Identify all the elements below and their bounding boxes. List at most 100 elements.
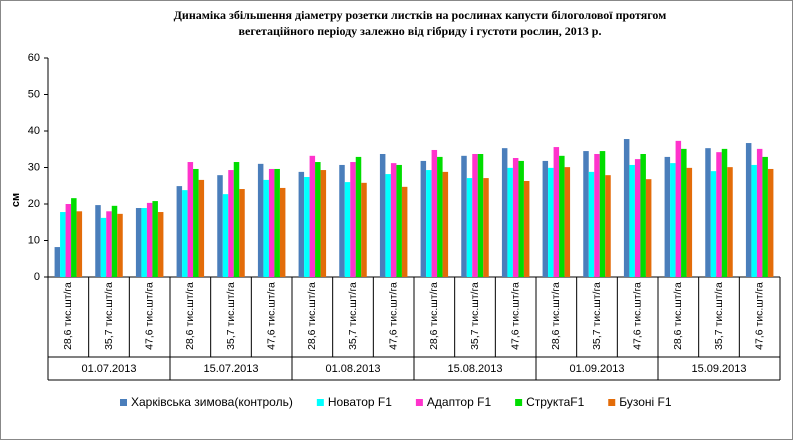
bar — [431, 149, 438, 277]
bar — [187, 162, 194, 277]
x-tick-label: 35,7 тис.шт/га — [469, 282, 481, 350]
group-label: 15.08.2013 — [447, 363, 502, 375]
legend-label: Адаптор F1 — [427, 395, 492, 409]
x-tick-label: 28,6 тис.шт/га — [62, 282, 74, 350]
x-tick-label: 35,7 тис.шт/га — [347, 282, 359, 350]
legend-swatch — [120, 399, 127, 406]
y-tick-label: 40 — [28, 125, 40, 137]
bar — [176, 186, 183, 277]
bar — [751, 164, 757, 277]
bar — [548, 167, 554, 277]
bar — [507, 167, 513, 277]
bar — [339, 164, 345, 277]
bar — [559, 155, 565, 277]
bar — [461, 155, 467, 277]
bar — [745, 143, 752, 277]
bar — [401, 186, 408, 277]
y-axis-label: см — [10, 193, 22, 207]
bar — [233, 162, 240, 277]
bar — [157, 212, 164, 277]
bar — [705, 148, 711, 277]
bar — [239, 189, 245, 277]
bar — [710, 171, 717, 277]
bar — [141, 208, 147, 277]
bar — [716, 152, 722, 277]
bar — [583, 151, 589, 277]
group-label: 15.07.2013 — [203, 363, 258, 375]
legend-swatch — [608, 399, 616, 406]
bar — [146, 202, 153, 277]
bar — [762, 156, 768, 277]
bar — [304, 176, 310, 277]
bar — [645, 179, 652, 277]
group-label: 15.09.2013 — [691, 363, 746, 375]
bar — [309, 155, 316, 277]
bar — [390, 163, 397, 277]
bar — [379, 153, 386, 277]
bar — [396, 164, 402, 277]
bar — [65, 204, 72, 277]
bar — [54, 247, 61, 277]
legend-swatch — [316, 399, 324, 406]
bar — [217, 175, 223, 277]
bar — [106, 211, 112, 277]
bar — [553, 147, 560, 277]
bar — [361, 182, 367, 277]
legend-swatch — [415, 399, 423, 406]
x-tick-label: 35,7 тис.шт/га — [591, 282, 603, 350]
bar — [664, 156, 671, 277]
bar — [477, 153, 484, 277]
bar — [466, 178, 473, 277]
y-tick-label: 0 — [34, 271, 40, 283]
bar — [542, 160, 549, 277]
bar — [727, 167, 733, 277]
x-tick-label: 47,6 тис.шт/га — [387, 282, 399, 350]
group-label: 01.09.2013 — [569, 363, 624, 375]
legend-label: Новатор F1 — [328, 395, 392, 409]
bar — [675, 140, 682, 277]
bar — [344, 182, 351, 277]
bar — [298, 171, 305, 277]
bar — [623, 139, 630, 277]
bar — [512, 158, 519, 277]
bar — [315, 162, 321, 277]
x-tick-label: 47,6 тис.шт/га — [509, 282, 521, 350]
bar — [629, 164, 635, 277]
bar — [686, 167, 693, 277]
bar — [420, 160, 427, 277]
y-tick-label: 30 — [28, 161, 40, 173]
bar — [523, 181, 530, 277]
y-tick-label: 10 — [28, 234, 40, 246]
bar — [594, 153, 600, 277]
x-tick-label: 28,6 тис.шт/га — [184, 282, 196, 350]
bar — [198, 179, 205, 277]
bar — [350, 162, 356, 277]
bar — [564, 167, 571, 277]
bar — [274, 168, 280, 277]
bar — [756, 148, 763, 277]
bar — [472, 153, 478, 277]
bar — [605, 175, 611, 277]
bar — [111, 205, 118, 277]
y-tick-label: 60 — [28, 52, 40, 64]
x-tick-label: 35,7 тис.шт/га — [225, 282, 237, 350]
bar — [152, 201, 158, 277]
bar — [320, 170, 327, 277]
bar — [100, 217, 107, 277]
bar — [117, 213, 123, 277]
y-tick-label: 50 — [28, 88, 40, 100]
legend-label: Бузоні F1 — [619, 395, 672, 409]
bar — [76, 211, 83, 277]
chart-title: вегетаційного періоду залежно від гібрид… — [239, 24, 602, 38]
bar — [279, 187, 286, 277]
group-label: 01.07.2013 — [81, 363, 136, 375]
bar — [60, 212, 66, 277]
bar — [71, 198, 77, 277]
x-tick-label: 28,6 тис.шт/га — [550, 282, 562, 350]
bar — [483, 178, 489, 277]
bar — [268, 168, 275, 277]
bar — [640, 153, 646, 277]
bar — [437, 156, 443, 277]
bar — [518, 160, 524, 277]
